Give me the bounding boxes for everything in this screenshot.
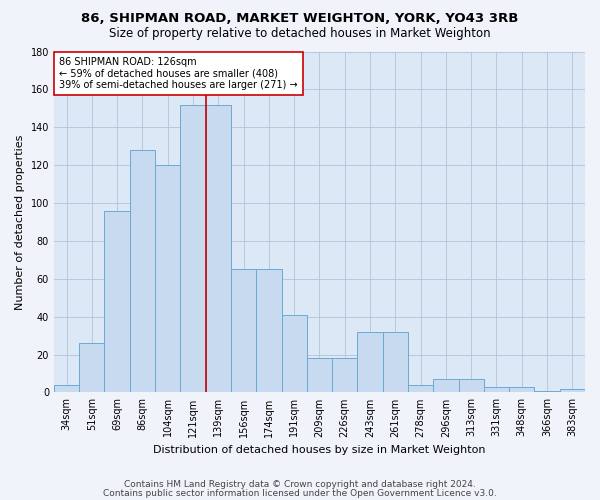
Bar xyxy=(509,386,535,392)
Bar xyxy=(383,332,408,392)
Text: 86 SHIPMAN ROAD: 126sqm
← 59% of detached houses are smaller (408)
39% of semi-d: 86 SHIPMAN ROAD: 126sqm ← 59% of detache… xyxy=(59,56,298,90)
Bar xyxy=(181,104,206,393)
Bar xyxy=(307,358,332,392)
X-axis label: Distribution of detached houses by size in Market Weighton: Distribution of detached houses by size … xyxy=(153,445,486,455)
Bar xyxy=(155,165,181,392)
Bar xyxy=(458,379,484,392)
Bar xyxy=(104,210,130,392)
Text: Size of property relative to detached houses in Market Weighton: Size of property relative to detached ho… xyxy=(109,28,491,40)
Bar xyxy=(231,270,256,392)
Bar xyxy=(358,332,383,392)
Y-axis label: Number of detached properties: Number of detached properties xyxy=(15,134,25,310)
Bar xyxy=(408,385,433,392)
Bar xyxy=(281,315,307,392)
Bar xyxy=(79,343,104,392)
Bar xyxy=(206,104,231,393)
Bar xyxy=(535,390,560,392)
Bar xyxy=(332,358,358,392)
Text: 86, SHIPMAN ROAD, MARKET WEIGHTON, YORK, YO43 3RB: 86, SHIPMAN ROAD, MARKET WEIGHTON, YORK,… xyxy=(82,12,518,26)
Bar xyxy=(256,270,281,392)
Bar xyxy=(433,379,458,392)
Text: Contains public sector information licensed under the Open Government Licence v3: Contains public sector information licen… xyxy=(103,490,497,498)
Text: Contains HM Land Registry data © Crown copyright and database right 2024.: Contains HM Land Registry data © Crown c… xyxy=(124,480,476,489)
Bar xyxy=(560,388,585,392)
Bar xyxy=(484,386,509,392)
Bar xyxy=(54,385,79,392)
Bar xyxy=(130,150,155,392)
